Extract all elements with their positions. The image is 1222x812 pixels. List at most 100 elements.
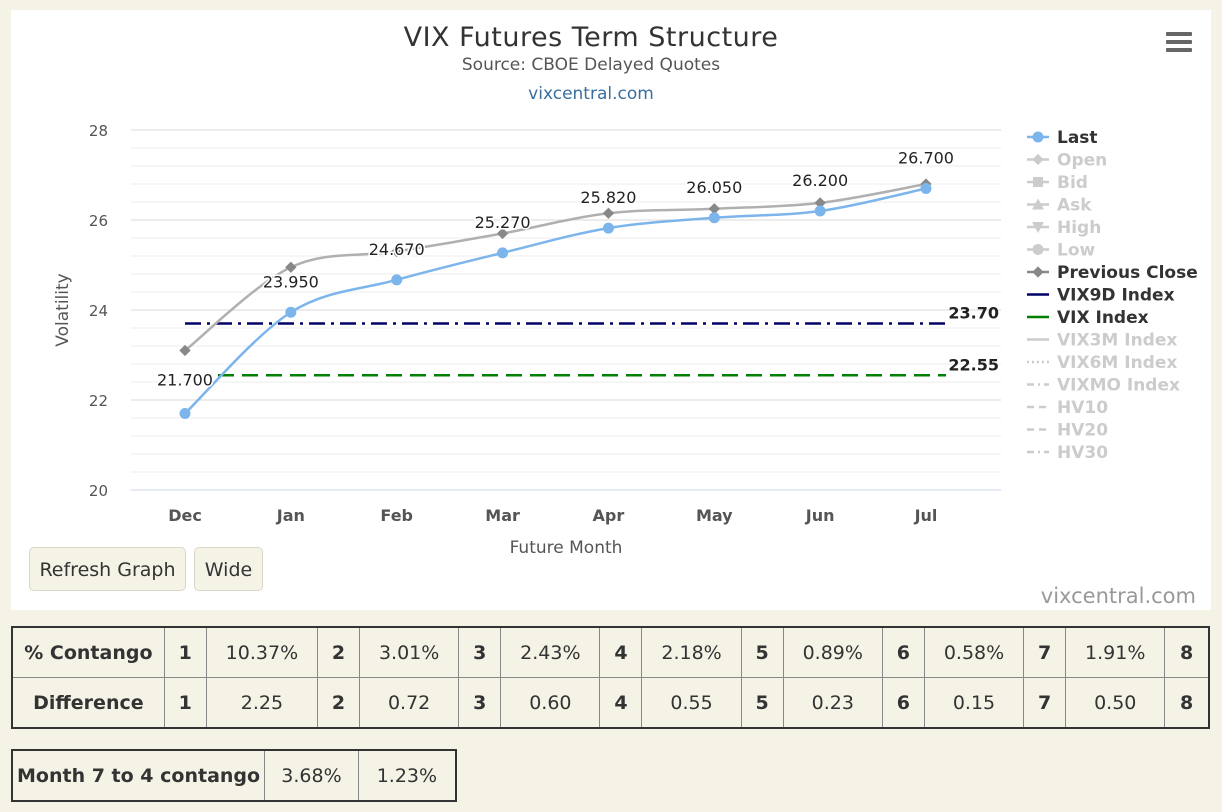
previous-close-point [602, 207, 615, 219]
chart-svg: 20 22 24 26 28 Dec Jan Feb Mar Apr May Jun Jul Future… [53, 122, 1198, 558]
y-tick-label: 20 [89, 482, 108, 500]
legend-item[interactable]: VIX3M Index [1057, 331, 1177, 351]
month-number: 4 [599, 677, 643, 729]
legend-marker [1032, 131, 1044, 143]
x-tick-label: Jul [914, 506, 938, 525]
data-label: 26.700 [898, 149, 954, 168]
last-point [602, 222, 614, 234]
legend-item[interactable]: VIXMO Index [1057, 376, 1180, 396]
last-point [920, 183, 932, 194]
month-number: 7 [1023, 677, 1067, 729]
data-label: 26.200 [792, 171, 848, 190]
last-point [497, 247, 509, 259]
summary-row: Month 7 to 4 contango 3.68% 1.23% [11, 749, 457, 802]
previous-close-point [285, 261, 297, 273]
month-number: 1 [163, 677, 207, 729]
legend-marker [1032, 266, 1044, 278]
data-label: 21.700 [157, 371, 213, 390]
summary-value-2: 1.23% [357, 749, 457, 802]
refresh-graph-button[interactable]: Refresh Graph [29, 547, 186, 591]
month-number: 4 [599, 626, 643, 678]
x-tick-label: Dec [168, 506, 202, 525]
x-tick-label: Apr [593, 506, 625, 525]
last-point [708, 212, 720, 224]
cell-value: 0.72 [359, 677, 460, 729]
legend-item[interactable]: VIX6M Index [1057, 353, 1177, 373]
last-point [285, 306, 297, 318]
chart-title: VIX Futures Term Structure [403, 22, 779, 53]
previous-close-point [179, 344, 191, 357]
cell-value: 0.58% [923, 626, 1025, 678]
legend-item[interactable]: VIX9D Index [1057, 286, 1175, 306]
cell-value: 0.23 [782, 677, 883, 729]
summary-table: Month 7 to 4 contango 3.68% 1.23% [11, 749, 457, 802]
cell-value: 2.18% [641, 626, 742, 678]
legend-item[interactable]: Open [1057, 151, 1107, 171]
month-number: 2 [316, 626, 361, 678]
reference-line-label: 23.70 [948, 304, 999, 323]
last-point [179, 408, 191, 419]
legend-item[interactable]: High [1057, 218, 1101, 238]
legend-marker [1032, 244, 1044, 255]
last-point [391, 274, 403, 286]
x-tick-label: Feb [380, 506, 413, 525]
cell-value: 0.15 [923, 677, 1025, 729]
cell-value: 0.60 [500, 677, 601, 729]
chart-subtitle: Source: CBOE Delayed Quotes [461, 55, 721, 75]
wide-button[interactable]: Wide [194, 547, 263, 591]
cell-value: 10.37% [205, 626, 318, 678]
contango-row: Difference 1 2.25 2 0.72 3 0.60 4 0.55 5 0.23 6 0.15… [11, 677, 1210, 729]
data-label: 25.820 [580, 188, 636, 207]
month-number: 6 [881, 677, 925, 729]
legend-item[interactable]: Low [1057, 241, 1096, 261]
data-label: 25.270 [475, 213, 531, 232]
credits-text: vixcentral.com [1040, 584, 1196, 608]
reference-line-label: 22.55 [948, 355, 999, 374]
legend-item[interactable]: Bid [1057, 173, 1088, 193]
y-tick-label: 26 [89, 212, 108, 230]
x-tick-label: May [696, 506, 733, 525]
month-number: 8 [1164, 626, 1210, 678]
legend-marker [1032, 153, 1044, 166]
contango-table: % Contango 1 10.37% 2 3.01% 3 2.43% 4 2.18% 5 0.89… [11, 626, 1210, 729]
cell-value: 2.25 [205, 677, 318, 729]
x-axis-title: Future Month [510, 538, 623, 558]
previous-close-point [708, 203, 720, 215]
x-tick-label: Mar [485, 506, 520, 525]
previous-close-point [391, 245, 403, 258]
chart-panel: 20 22 24 26 28 Dec Jan Feb Mar Apr May Jun Jul Future… [11, 10, 1211, 610]
data-label: 26.050 [686, 178, 742, 197]
y-tick-label: 24 [89, 302, 108, 320]
data-label: 23.950 [263, 272, 319, 291]
month-number: 5 [740, 626, 784, 678]
month-number: 7 [1023, 626, 1067, 678]
data-label: 24.670 [369, 240, 425, 259]
legend-marker [1033, 177, 1043, 187]
cell-value: 1.91% [1065, 626, 1166, 678]
legend-item[interactable]: Previous Close [1057, 263, 1198, 283]
site-link[interactable]: vixcentral.com [528, 84, 654, 104]
month-number: 3 [458, 626, 502, 678]
cell-value: 0.89% [782, 626, 883, 678]
last-point [814, 205, 826, 217]
previous-close-point [496, 227, 509, 240]
month-number: 8 [1164, 677, 1210, 729]
cell-value: 3.01% [359, 626, 460, 678]
x-tick-label: Jun [805, 506, 835, 525]
month-number: 3 [458, 677, 502, 729]
row-label: Difference [11, 677, 165, 729]
legend-item[interactable]: HV20 [1057, 421, 1108, 441]
legend-item[interactable]: VIX Index [1057, 308, 1149, 328]
legend-item[interactable]: Last [1057, 128, 1098, 148]
x-tick-label: Jan [276, 506, 305, 525]
y-axis-title: Volatility [53, 273, 73, 346]
contango-row: % Contango 1 10.37% 2 3.01% 3 2.43% 4 2.18% 5 0.89… [11, 626, 1210, 678]
previous-close-point [814, 197, 826, 209]
month-number: 5 [740, 677, 784, 729]
legend-item[interactable]: HV10 [1057, 398, 1108, 418]
legend-item[interactable]: Ask [1057, 196, 1092, 216]
summary-value-1: 3.68% [264, 749, 359, 802]
hamburger-menu-icon[interactable] [1166, 32, 1192, 54]
cell-value: 2.43% [500, 626, 601, 678]
legend-item[interactable]: HV30 [1057, 443, 1108, 463]
